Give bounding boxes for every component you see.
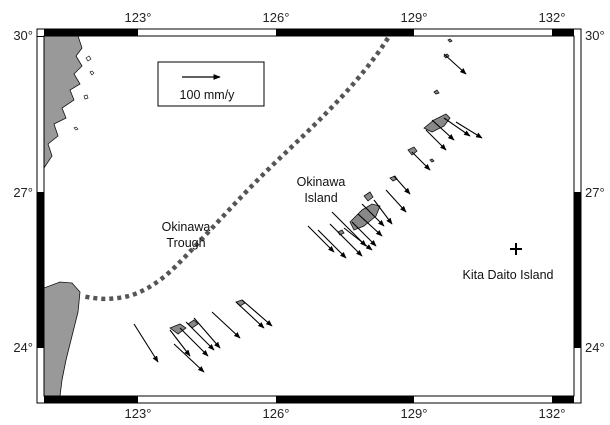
lon-ticks-bottom: 123° 126° 129° 132° bbox=[125, 406, 566, 421]
lat-tick-label: 27° bbox=[13, 185, 33, 200]
scale-label: 100 mm/y bbox=[180, 88, 236, 102]
lat-tick-label: 24° bbox=[585, 340, 605, 355]
velocity-vector bbox=[241, 299, 273, 327]
velocity-vector bbox=[133, 323, 159, 363]
velocity-vector bbox=[411, 151, 431, 171]
velocity-vector bbox=[179, 327, 209, 357]
velocity-vector bbox=[357, 213, 383, 237]
lon-tick-label: 123° bbox=[125, 406, 152, 421]
velocity-vector bbox=[425, 129, 447, 151]
lon-tick-label: 126° bbox=[263, 10, 290, 25]
lon-ticks-top: 123° 126° 129° 132° bbox=[125, 10, 566, 25]
velocity-vector bbox=[443, 117, 471, 137]
map-background bbox=[44, 36, 574, 396]
china-coast-landmass bbox=[44, 36, 83, 169]
velocity-vector bbox=[317, 229, 347, 259]
taiwan-landmass bbox=[44, 281, 81, 396]
lat-tick-label: 30° bbox=[13, 28, 33, 43]
velocity-vector bbox=[361, 203, 385, 227]
lon-tick-label: 129° bbox=[401, 406, 428, 421]
velocity-vector bbox=[331, 211, 367, 247]
okinawa-trough-line bbox=[81, 36, 390, 302]
velocity-vector bbox=[393, 175, 411, 195]
scale-legend: 100 mm/y bbox=[157, 61, 265, 107]
kita-daito-label: Kita Daito Island bbox=[462, 268, 553, 282]
velocity-vector bbox=[211, 311, 241, 339]
velocity-vector bbox=[385, 189, 407, 213]
velocity-vector bbox=[329, 223, 363, 257]
trough-label-line2: Trough bbox=[166, 236, 205, 250]
lon-tick-label: 132° bbox=[539, 10, 566, 25]
velocity-vector bbox=[173, 343, 205, 373]
island-label-line1: Okinawa bbox=[297, 175, 346, 189]
velocity-vector bbox=[235, 301, 265, 329]
scale-legend-box bbox=[157, 61, 265, 107]
velocity-vector bbox=[185, 321, 215, 351]
coastal-islets-china bbox=[73, 55, 95, 131]
velocity-vector bbox=[169, 329, 191, 357]
lon-tick-label: 126° bbox=[263, 406, 290, 421]
velocity-vector bbox=[455, 121, 483, 139]
lon-tick-label: 129° bbox=[401, 10, 428, 25]
frame-bars bbox=[37, 29, 581, 403]
lon-tick-label: 123° bbox=[125, 10, 152, 25]
trough-label-line1: Okinawa bbox=[162, 220, 211, 234]
lat-tick-label: 27° bbox=[585, 185, 605, 200]
velocity-vector bbox=[373, 199, 393, 225]
lat-tick-label: 24° bbox=[13, 340, 33, 355]
lat-tick-label: 30° bbox=[585, 28, 605, 43]
lat-ticks-left: 30° 27° 24° bbox=[13, 28, 33, 355]
lon-tick-label: 132° bbox=[539, 406, 566, 421]
lat-ticks-right: 30° 27° 24° bbox=[585, 28, 605, 355]
velocity-vector bbox=[343, 227, 373, 251]
velocity-vector bbox=[193, 317, 221, 349]
velocity-vector bbox=[351, 221, 377, 247]
velocity-vector bbox=[443, 53, 467, 75]
velocity-vector bbox=[307, 225, 335, 253]
velocity-vector bbox=[431, 119, 455, 141]
kita-daito-marker bbox=[510, 243, 522, 255]
island-label-line2: Island bbox=[304, 191, 337, 205]
velocity-vectors bbox=[133, 53, 483, 373]
